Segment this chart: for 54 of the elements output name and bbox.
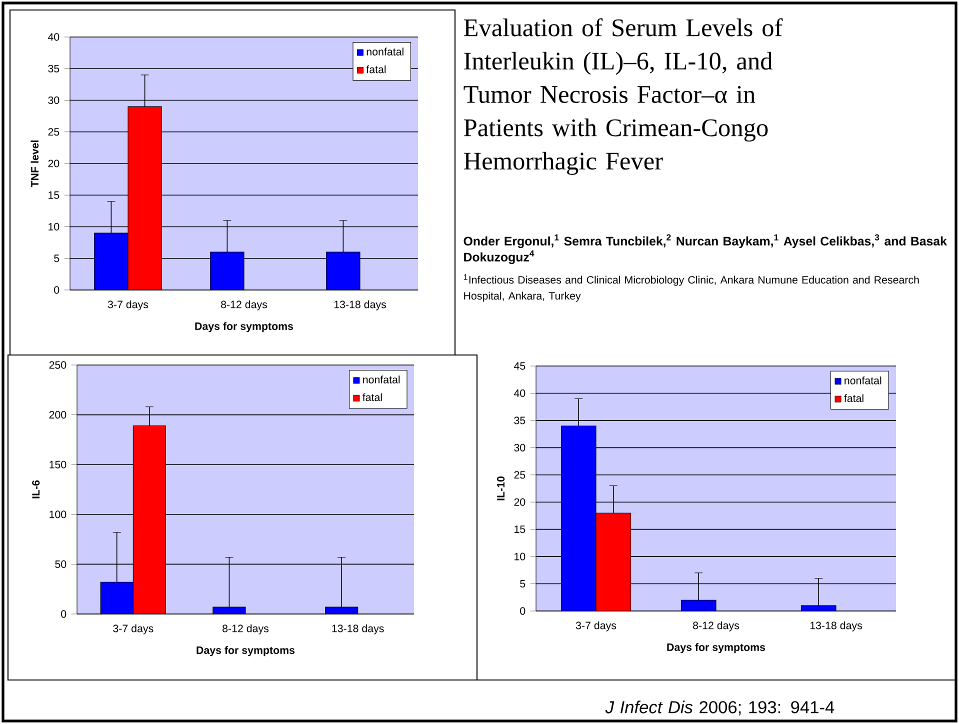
y-tick-label: 40 xyxy=(514,389,526,397)
legend-label: nonfatal xyxy=(366,48,404,56)
legend-label: nonfatal xyxy=(844,376,882,384)
y-tick-label: 0 xyxy=(520,607,526,615)
y-tick-label: 50 xyxy=(55,560,66,568)
text: Onder Ergonul,$^{1}$ Semra Tuncbilek,$^{2}$ Nurcan Baykam,$^{1}$ Aysel Celikbas,$^{3}$ and Basak Dokuzoguz$^{4}$ xyxy=(464,234,947,264)
x-tick-label: 3-7 days xyxy=(576,621,616,632)
x-tick-label: 13-18 days xyxy=(334,300,386,310)
y-axis-title: IL-10 xyxy=(497,476,505,500)
y-tick-label: 5 xyxy=(54,254,60,262)
y-tick-label: 35 xyxy=(514,416,526,424)
x-tick-label: 13-18 days xyxy=(810,621,862,632)
y-tick-label: 30 xyxy=(514,444,526,452)
y-tick-label: 10 xyxy=(514,552,526,560)
x-tick-label: 8-12 days xyxy=(693,621,740,632)
legend-label: fatal xyxy=(366,65,386,74)
legend-label: fatal xyxy=(844,394,864,402)
y-tick-label: 10 xyxy=(48,222,60,231)
y-tick-label: 0 xyxy=(54,286,60,294)
x-axis-title: Days for symptoms xyxy=(667,643,766,654)
x-tick-label: 13-18 days xyxy=(332,624,384,634)
y-tick-label: 40 xyxy=(48,33,60,41)
y-tick-label: 200 xyxy=(49,411,66,419)
bar xyxy=(100,582,134,614)
y-tick-label: 25 xyxy=(48,128,60,136)
y-tick-label: 45 xyxy=(514,362,526,370)
y-tick-label: 250 xyxy=(49,361,66,369)
y-tick-label: 15 xyxy=(514,526,526,534)
y-tick-label: 20 xyxy=(514,498,526,506)
y-tick-label: 35 xyxy=(48,64,60,72)
x-tick-label: 8-12 days xyxy=(221,300,268,310)
y-tick-label: 30 xyxy=(48,96,60,104)
y-tick-label: 5 xyxy=(520,580,526,588)
bar xyxy=(210,252,244,290)
text: J Infect Dis 2006; 193: 941-4 xyxy=(605,700,834,716)
bar xyxy=(94,233,128,290)
y-tick-label: 20 xyxy=(48,160,60,168)
text: $^{1}$Infectious Diseases and Clinical Microbiology Clinic, Ankara Numune Education and Research Hospital, Ankara, Turkey xyxy=(464,274,919,302)
legend-label: fatal xyxy=(362,393,382,402)
x-axis-title: Days for symptoms xyxy=(195,322,294,332)
y-tick-label: 25 xyxy=(514,471,526,479)
x-axis-title: Days for symptoms xyxy=(196,646,295,656)
x-tick-label: 3-7 days xyxy=(108,300,148,310)
y-axis-title: TNF level xyxy=(30,140,39,188)
y-tick-label: 15 xyxy=(48,191,60,199)
bar xyxy=(326,252,360,290)
y-tick-label: 0 xyxy=(61,610,66,618)
x-tick-label: 8-12 days xyxy=(222,624,269,634)
y-axis-title: IL-6 xyxy=(32,480,40,498)
legend-label: nonfatal xyxy=(363,376,400,384)
y-tick-label: 100 xyxy=(50,510,66,518)
y-tick-label: 150 xyxy=(50,460,66,468)
text: Evaluation of Serum Levels of Interleukin (IL)–6, IL-10, and Tumor Necrosis Factor–α in Patients with Crimean-Congo Hemorrhagic Fever xyxy=(464,18,783,175)
x-tick-label: 3-7 days xyxy=(113,624,154,634)
